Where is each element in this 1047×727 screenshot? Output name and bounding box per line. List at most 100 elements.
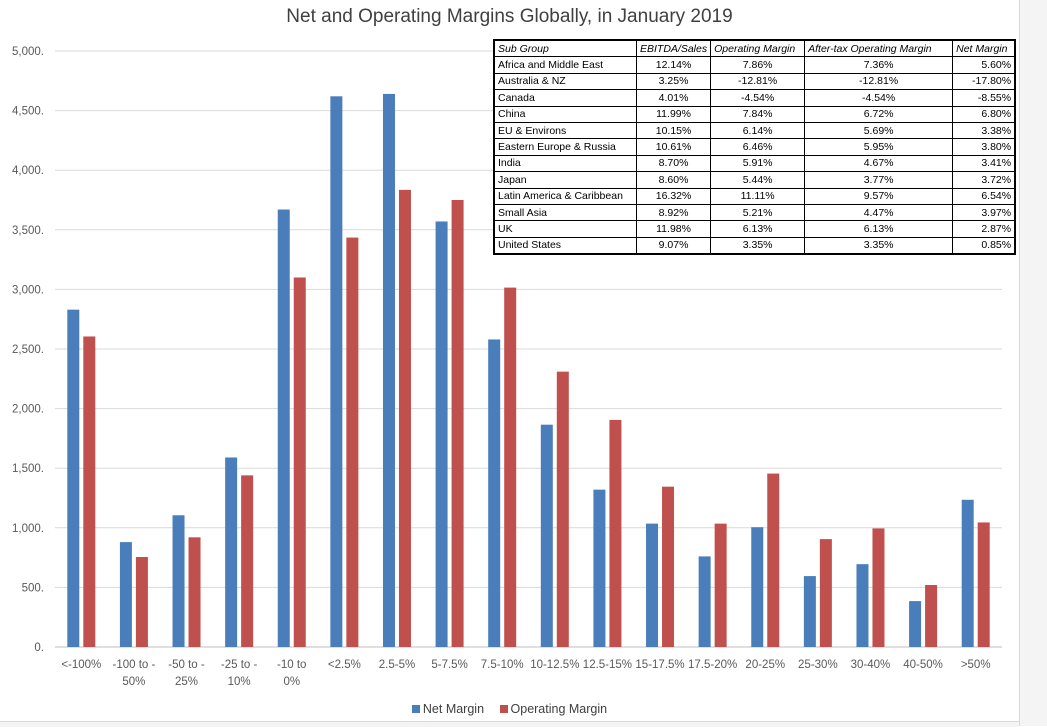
x-tick-label: 25%: [175, 676, 198, 688]
table-cell: 6.13%: [710, 220, 806, 238]
x-tick-label: 17.5-20%: [688, 659, 737, 671]
table-cell: 4.47%: [804, 203, 954, 222]
y-tick-label: 0.: [34, 642, 44, 654]
net-margin-bar: [909, 601, 922, 647]
x-tick-label: -50 to -: [168, 659, 205, 671]
y-tick-label: 2,000.: [12, 404, 44, 416]
x-tick-label: 25-30%: [798, 659, 838, 671]
table-cell: 3.41%: [952, 154, 1016, 173]
net-margin-bar: [435, 221, 448, 647]
table-cell: 9.57%: [804, 187, 954, 205]
operating-margin-bar: [977, 522, 990, 647]
table-row: Australia & NZ 3.25% -12.81% -12.81% -17.80%: [493, 72, 1016, 91]
table-cell: 5.44%: [710, 171, 806, 189]
operating-margin-bar: [188, 537, 201, 647]
table-cell: 6.14%: [710, 121, 806, 140]
x-tick-label: 7.5-10%: [481, 659, 524, 671]
table-row-label: United States: [493, 236, 637, 255]
table-row: United States 9.07% 3.35% 3.35% 0.85%: [493, 236, 1016, 255]
table-cell: 12.14%: [635, 56, 712, 74]
x-tick-label: 30-40%: [851, 659, 891, 671]
table-cell: 5.91%: [710, 154, 806, 173]
net-margin-bar: [382, 93, 395, 648]
x-tick-label: 10%: [228, 676, 251, 688]
table-cell: 10.15%: [635, 121, 712, 140]
table-header-cell: Operating Margin: [710, 39, 806, 58]
x-tick-label: -25 to -: [221, 659, 258, 671]
x-tick-label: 0%: [283, 676, 300, 688]
table-cell: -8.55%: [952, 89, 1016, 107]
x-tick-label: <-100%: [61, 659, 101, 671]
bar-chart: 0. 500. 1,000. 1,500. 2,000. 2,500. 3,000. 3,50…: [12, 46, 1002, 688]
operating-margin-bar: [925, 585, 938, 647]
net-margin-bar: [119, 542, 132, 647]
operating-margin-bar: [83, 336, 96, 647]
y-tick-label: 3,500.: [12, 225, 44, 237]
operating-margin-bar: [662, 486, 675, 647]
table-row-label: Australia & NZ: [493, 72, 637, 91]
x-tick-label: <2.5%: [328, 659, 361, 671]
net-margin-bar: [172, 515, 185, 647]
table-cell: 8.60%: [635, 171, 712, 189]
table-cell: 5.21%: [710, 203, 806, 222]
table-header-cell: Net Margin: [952, 39, 1016, 58]
table-row-label: Latin America & Caribbean: [493, 187, 637, 205]
operating-margin-bar: [609, 419, 622, 647]
table-cell: 3.77%: [804, 171, 954, 189]
operating-margin-bar: [398, 189, 411, 648]
table-cell: -12.81%: [710, 72, 806, 91]
table-cell: 6.72%: [804, 105, 954, 123]
net-margin-bar: [751, 527, 764, 647]
x-tick-label: 12.5-15%: [583, 659, 632, 671]
table-cell: 5.95%: [804, 138, 954, 156]
table-cell: 8.70%: [635, 154, 712, 173]
table-cell: 6.13%: [804, 220, 954, 238]
table-cell: 6.80%: [952, 105, 1016, 123]
operating-margin-bar: [241, 475, 254, 647]
operating-margin-bar: [767, 473, 780, 647]
table-cell: -4.54%: [710, 89, 806, 107]
x-tick-label: 2.5-5%: [379, 659, 415, 671]
operating-margin-bar: [504, 287, 517, 647]
table-cell: 11.99%: [635, 105, 712, 123]
table-row: Eastern Europe & Russia 10.61% 6.46% 5.95% 3…: [493, 138, 1016, 156]
table-cell: 6.46%: [710, 138, 806, 156]
x-tick-label: >50%: [961, 659, 991, 671]
legend-label-operating-margin: Operating Margin: [510, 702, 608, 716]
x-tick-label: 15-17.5%: [635, 659, 684, 671]
y-tick-label: 4,000.: [12, 165, 44, 177]
x-tick-label: 5-7.5%: [431, 659, 467, 671]
x-tick-label: -10 to: [277, 659, 306, 671]
net-margin-bar: [646, 523, 659, 647]
table-cell: 7.36%: [804, 56, 954, 74]
operating-margin-bar: [293, 277, 306, 647]
table-row: UK 11.98% 6.13% 6.13% 2.87%: [493, 220, 1016, 238]
table-header-cell: After-tax Operating Margin: [804, 39, 954, 58]
operating-margin-bar: [451, 200, 464, 647]
table-cell: 3.35%: [710, 236, 806, 255]
table-row-label: Japan: [493, 171, 637, 189]
table-row-label: Africa and Middle East: [493, 56, 637, 74]
table-cell: 7.84%: [710, 105, 806, 123]
net-margin-bar: [330, 96, 343, 647]
net-margin-bar: [698, 556, 711, 647]
net-margin-bar: [803, 576, 816, 647]
table-row-label: UK: [493, 220, 637, 238]
operating-margin-bar: [819, 539, 832, 647]
table-cell: 6.54%: [952, 187, 1016, 205]
operating-margin-bar: [872, 528, 885, 647]
table-row-label: China: [493, 105, 637, 123]
table-row-label: India: [493, 154, 637, 173]
y-tick-label: 2,500.: [12, 344, 44, 356]
table-row: Africa and Middle East 12.14% 7.86% 7.36% 5.…: [493, 56, 1016, 74]
table-cell: 3.80%: [952, 138, 1016, 156]
table-cell: -12.81%: [804, 72, 954, 91]
table-row-label: Eastern Europe & Russia: [493, 138, 637, 156]
table-row: India 8.70% 5.91% 4.67% 3.41%: [493, 154, 1016, 173]
table-cell: 0.85%: [952, 236, 1016, 255]
margin-table: Sub Group EBITDA/Sales Operating Margin Aft…: [493, 39, 1017, 256]
legend-item-net-margin: Net Margin: [411, 702, 484, 716]
table-row: Small Asia 8.92% 5.21% 4.47% 3.97%: [493, 203, 1016, 222]
y-tick-label: 1,500.: [12, 463, 44, 475]
